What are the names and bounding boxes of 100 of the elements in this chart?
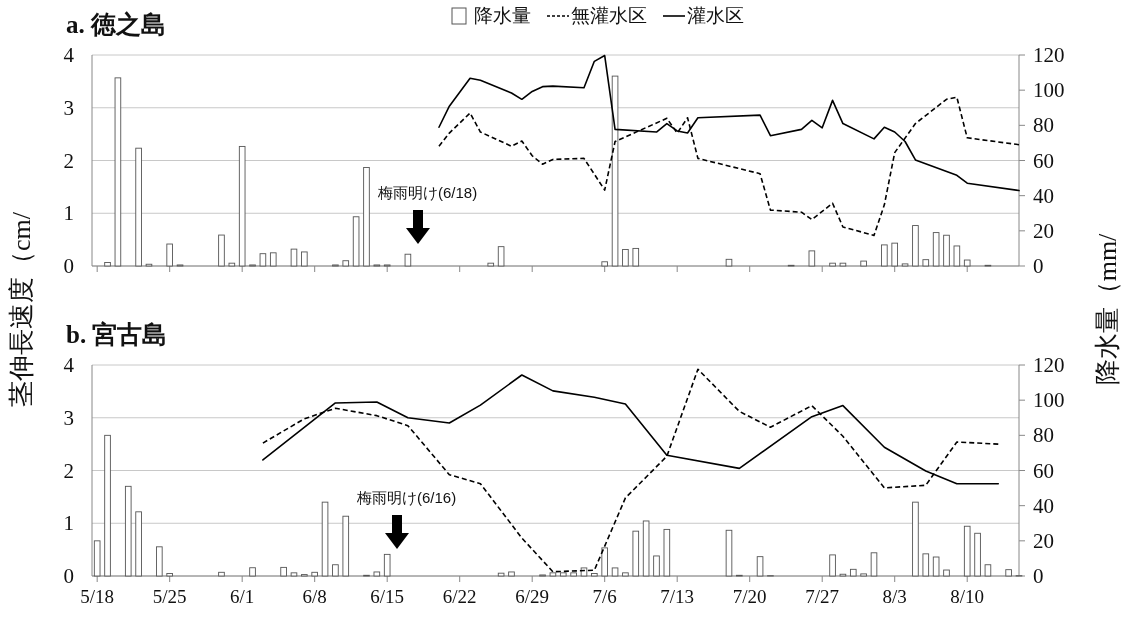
- y2-tick-label: 120: [1033, 43, 1065, 67]
- bar: [860, 260, 867, 267]
- bar: [642, 520, 650, 577]
- x-tick-label: 7/6: [592, 586, 617, 607]
- bar: [342, 260, 350, 267]
- y2-tick-label: 40: [1033, 493, 1054, 518]
- chart-title: b. 宮古島: [66, 321, 168, 348]
- y-tick-label: 3: [63, 95, 74, 120]
- y-tick-label: 1: [63, 201, 74, 226]
- bar: [497, 572, 505, 577]
- y-tick-label: 2: [63, 148, 74, 173]
- y2-tick-label: 60: [1033, 458, 1054, 483]
- bar: [104, 434, 111, 577]
- y2-tick-label: 100: [1033, 388, 1065, 413]
- bar: [114, 77, 122, 267]
- bar: [124, 485, 132, 577]
- bar: [487, 262, 495, 267]
- bar: [591, 573, 598, 577]
- x-tick-label: 7/27: [805, 586, 840, 607]
- legend-label: 灌水区: [687, 5, 744, 26]
- bar: [259, 253, 267, 267]
- bar: [352, 216, 360, 267]
- y2-tick-label: 60: [1033, 148, 1054, 173]
- bar: [166, 243, 173, 267]
- x-tick-label: 5/25: [152, 586, 187, 607]
- y-tick-label: 4: [63, 353, 75, 377]
- y2-tick-label: 80: [1033, 113, 1054, 138]
- x-tick-label: 6/15: [370, 586, 405, 607]
- bar: [383, 553, 391, 577]
- bar: [849, 568, 857, 577]
- bar: [559, 572, 567, 577]
- bar: [839, 262, 847, 267]
- bar: [363, 167, 370, 267]
- y-tick-label: 1: [63, 511, 74, 536]
- chart-title: a. 徳之島: [66, 11, 166, 38]
- bar: [984, 564, 992, 577]
- bar: [963, 259, 971, 267]
- bar: [404, 253, 412, 267]
- y-tick-label: 0: [63, 254, 74, 278]
- bar: [166, 573, 173, 577]
- bar: [93, 540, 101, 577]
- x-tick-label: 6/22: [442, 586, 477, 607]
- annotation: 梅雨明け(6/18): [377, 184, 478, 201]
- y2-tick-label: 20: [1033, 528, 1054, 553]
- bar: [901, 263, 909, 267]
- bar: [912, 501, 919, 577]
- bar: [653, 555, 660, 577]
- bar: [912, 225, 919, 267]
- bar: [974, 532, 981, 577]
- bar: [332, 564, 339, 577]
- legend-label: 無灌水区: [571, 5, 647, 26]
- bar: [622, 572, 629, 577]
- line-series: [262, 368, 1000, 573]
- bar: [311, 571, 318, 577]
- bar: [1005, 569, 1012, 577]
- bar: [932, 232, 940, 267]
- bar: [269, 252, 277, 267]
- bar: [829, 262, 836, 267]
- bar: [611, 567, 619, 577]
- annotation: 梅雨明け(6/16): [356, 489, 457, 506]
- bar: [943, 569, 950, 577]
- bar: [238, 145, 246, 267]
- bar: [943, 234, 950, 267]
- bar: [963, 525, 971, 577]
- x-tick-label: 6/8: [302, 586, 327, 607]
- bar: [922, 259, 930, 267]
- bar: [249, 567, 256, 577]
- bar: [290, 572, 298, 577]
- y-tick-label: 0: [63, 564, 74, 588]
- y-tick-label: 4: [63, 43, 75, 67]
- bar: [570, 572, 577, 577]
- bar: [725, 529, 733, 577]
- bar: [549, 572, 557, 577]
- bar: [870, 552, 878, 577]
- y2-axis-title: 降水量（mm/: [1093, 232, 1122, 386]
- bar: [156, 546, 163, 577]
- bar: [922, 553, 930, 577]
- y-tick-label: 2: [63, 458, 74, 483]
- bar: [881, 244, 888, 267]
- bar: [725, 258, 733, 267]
- bar: [218, 234, 225, 267]
- y2-tick-label: 120: [1033, 353, 1065, 377]
- y2-tick-label: 0: [1033, 254, 1044, 278]
- bar: [632, 247, 640, 267]
- bar: [290, 248, 298, 267]
- x-tick-label: 6/29: [515, 586, 550, 607]
- bar: [135, 147, 142, 267]
- x-tick-label: 7/13: [660, 586, 695, 607]
- bar: [611, 75, 619, 267]
- bar: [373, 571, 381, 577]
- y2-tick-label: 40: [1033, 183, 1054, 208]
- bar: [580, 567, 588, 577]
- bar: [342, 515, 350, 577]
- bar: [632, 530, 640, 577]
- bar: [601, 547, 608, 577]
- bar: [228, 262, 236, 267]
- y2-tick-label: 20: [1033, 218, 1054, 243]
- bar: [860, 573, 867, 577]
- bar: [891, 242, 899, 267]
- y2-tick-label: 100: [1033, 78, 1065, 103]
